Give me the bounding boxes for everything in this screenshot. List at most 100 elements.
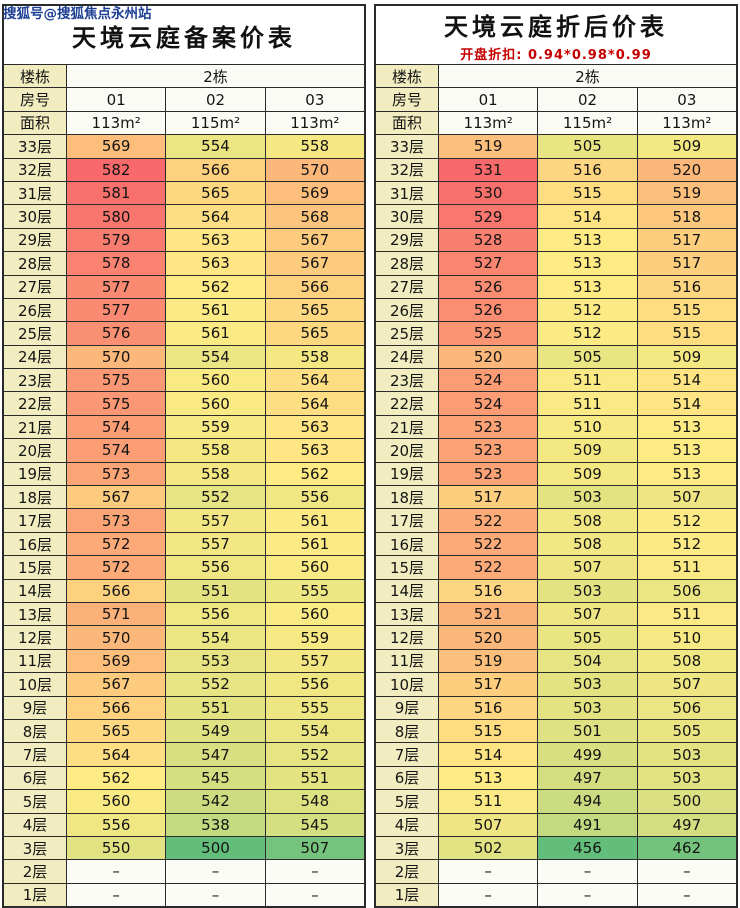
price-cell: 491 (538, 813, 637, 836)
price-cell: 561 (166, 322, 265, 345)
price-cell: 511 (637, 602, 736, 626)
room-number-cell: 02 (538, 88, 637, 111)
floor-label-cell: 26层 (376, 298, 438, 322)
price-cell: 565 (265, 298, 364, 322)
listed-price-grid: 楼栋 2栋 房号 01 02 03 面积 113m² 115m² 113m² 33层 569 554 55… (4, 65, 364, 907)
price-cell: 568 (265, 205, 364, 228)
price-cell: 520 (439, 345, 538, 369)
price-cell: 497 (538, 766, 637, 790)
price-cell: 517 (637, 252, 736, 275)
price-cell: 558 (166, 439, 265, 462)
tables-row: 天境云庭备案价表 楼栋 2栋 房号 01 02 03 面积 113m² 115m² 113m² 33… (2, 4, 738, 908)
price-cell: 577 (67, 275, 166, 298)
price-cell: 578 (67, 252, 166, 275)
price-cell: 526 (439, 298, 538, 322)
price-cell: 525 (439, 322, 538, 345)
price-cell: 550 (67, 836, 166, 860)
room-number-cell: 03 (637, 88, 736, 111)
price-cell: 506 (637, 696, 736, 719)
price-cell: 494 (538, 790, 637, 813)
price-cell: 513 (538, 252, 637, 275)
price-cell: 565 (166, 181, 265, 205)
price-cell: 462 (637, 836, 736, 860)
price-cell: 516 (439, 696, 538, 719)
price-cell: 562 (265, 462, 364, 486)
price-cell: 563 (265, 439, 364, 462)
price-cell: 517 (439, 486, 538, 509)
room-label-cell: 房号 (376, 88, 438, 111)
price-cell: 562 (166, 275, 265, 298)
building-value-cell: 2栋 (67, 65, 364, 88)
price-cell: 560 (67, 790, 166, 813)
price-cell: 566 (67, 579, 166, 602)
price-cell: 512 (637, 532, 736, 556)
floor-label-cell: 7层 (376, 743, 438, 766)
price-cell: 515 (637, 322, 736, 345)
floor-label-cell: 29层 (376, 228, 438, 252)
price-cell: 563 (166, 228, 265, 252)
floor-label-cell: 1层 (4, 883, 66, 907)
floor-label-cell: 5层 (4, 790, 66, 813)
price-cell: 501 (538, 719, 637, 743)
price-cell: 548 (265, 790, 364, 813)
price-cell: 503 (538, 579, 637, 602)
floor-label-cell: 4层 (376, 813, 438, 836)
price-cell: 511 (637, 556, 736, 579)
price-cell: 523 (439, 439, 538, 462)
price-cell: 522 (439, 532, 538, 556)
floor-label-cell: 19层 (4, 462, 66, 486)
price-cell: 509 (538, 462, 637, 486)
price-cell: 555 (265, 579, 364, 602)
price-cell: 579 (67, 228, 166, 252)
price-cell: 564 (265, 369, 364, 392)
floor-label-cell: 14层 (4, 579, 66, 602)
building-value-cell: 2栋 (439, 65, 736, 88)
price-cell: 526 (439, 275, 538, 298)
price-cell: 504 (538, 649, 637, 673)
floor-label-cell: 18层 (376, 486, 438, 509)
floor-label-cell: 25层 (376, 322, 438, 345)
floor-label-cell: 28层 (4, 252, 66, 275)
price-cell: – (439, 883, 538, 907)
price-cell: 549 (166, 719, 265, 743)
price-cell: 573 (67, 509, 166, 532)
price-cell: 518 (637, 205, 736, 228)
price-cell: 500 (166, 836, 265, 860)
floor-label-cell: 6层 (4, 766, 66, 790)
price-cell: 520 (439, 626, 538, 649)
price-cell: 513 (637, 462, 736, 486)
price-cell: 515 (439, 719, 538, 743)
price-cell: 560 (166, 392, 265, 415)
floor-label-cell: 15层 (4, 556, 66, 579)
floor-label-cell: 5层 (376, 790, 438, 813)
floor-label-cell: 27层 (376, 275, 438, 298)
price-cell: 547 (166, 743, 265, 766)
price-cell: 514 (637, 369, 736, 392)
listed-price-title-box: 天境云庭备案价表 (4, 6, 364, 64)
floor-label-cell: 29层 (4, 228, 66, 252)
price-cell: 516 (538, 158, 637, 181)
floor-label-cell: 26层 (4, 298, 66, 322)
price-cell: 512 (637, 509, 736, 532)
price-cell: 569 (67, 135, 166, 158)
room-label-cell: 房号 (4, 88, 66, 111)
price-cell: 566 (265, 275, 364, 298)
price-cell: 581 (67, 181, 166, 205)
floor-label-cell: 16层 (4, 532, 66, 556)
price-cell: 575 (67, 392, 166, 415)
price-cell: 511 (538, 369, 637, 392)
floor-label-cell: 17层 (4, 509, 66, 532)
floor-label-cell: 3层 (4, 836, 66, 860)
price-cell: 512 (538, 322, 637, 345)
floor-label-cell: 3层 (376, 836, 438, 860)
price-cell: 558 (166, 462, 265, 486)
price-cell: 560 (265, 556, 364, 579)
floor-label-cell: 9层 (376, 696, 438, 719)
price-cell: 561 (265, 509, 364, 532)
price-cell: 519 (637, 181, 736, 205)
price-cell: – (166, 883, 265, 907)
price-cell: 560 (265, 602, 364, 626)
price-cell: 505 (538, 135, 637, 158)
floor-label-cell: 12层 (4, 626, 66, 649)
